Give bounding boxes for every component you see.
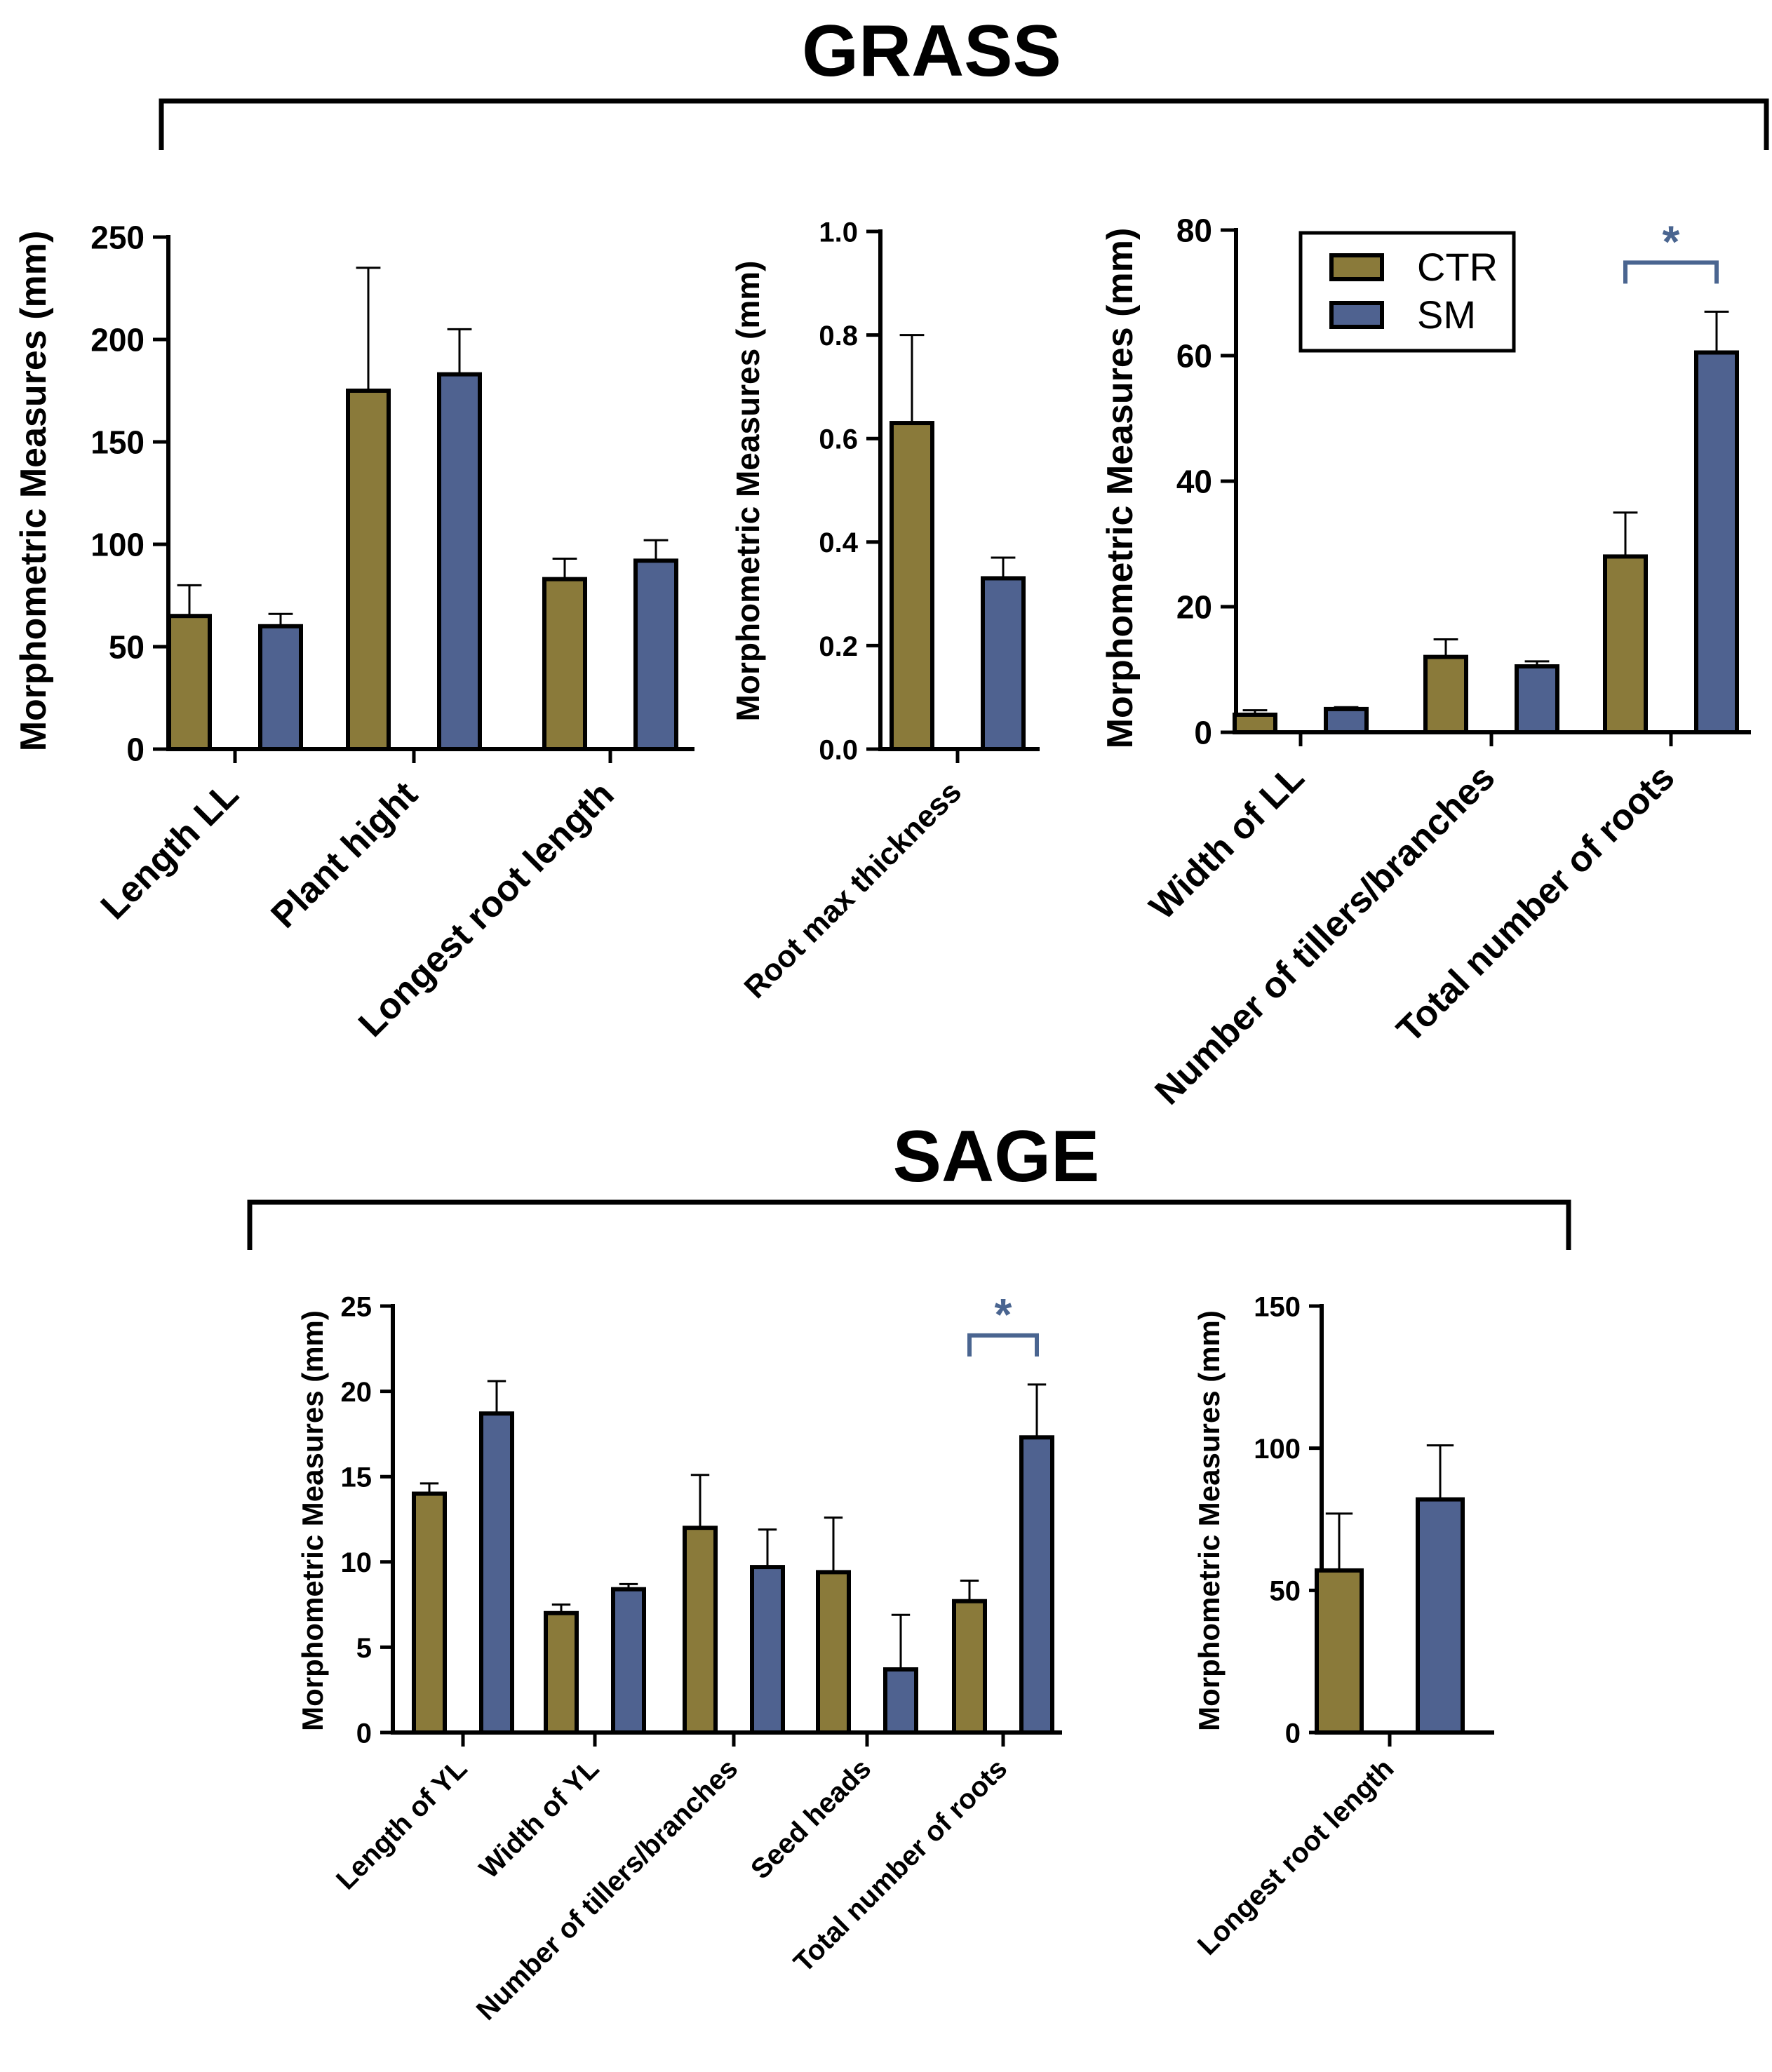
bar-ctr-longest-root-length [1315, 1568, 1364, 1735]
bar-sm-length-of-yl [479, 1411, 514, 1735]
significance-bracket [1623, 260, 1719, 284]
y-tick-label: 0 [356, 1718, 372, 1749]
x-category-label-width-of-ll: Width of LL [1142, 757, 1313, 927]
x-category-label-plant-hight: Plant hight [264, 774, 426, 936]
x-category-label-seed-heads: Seed heads [745, 1753, 877, 1885]
bar-sm-plant-hight [437, 372, 482, 751]
x-category-label-length-of-yl: Length of YL [330, 1753, 473, 1895]
y-tick-label: 0.8 [819, 321, 858, 351]
y-tick-label: 1.0 [819, 217, 858, 248]
grass-chart-root-thickness: 0.0 0.2 0.4 0.6 0.8 1.0 Morphometric Measures … [730, 217, 1040, 1005]
sage-section-title: SAGE [893, 1116, 1100, 1197]
legend: CTR SM [1298, 231, 1516, 353]
bar-sm-seed-heads [883, 1667, 918, 1735]
bar-sm-root-max-thickness [981, 576, 1026, 752]
bar-sm-width-of-ll [1324, 706, 1369, 735]
y-axis-title: Morphometric Measures (mm) [730, 261, 766, 722]
legend-swatch-sm [1329, 301, 1384, 329]
y-tick-label: 5 [356, 1633, 372, 1664]
bar-sm-length-ll [258, 624, 303, 751]
bar-sm-number-of-tillers-branches [1515, 664, 1559, 735]
y-tick-label: 250 [90, 220, 145, 256]
y-tick-label: 200 [90, 322, 145, 358]
y-tick-label: 25 [341, 1291, 372, 1322]
y-tick-label: 0 [1194, 715, 1212, 751]
y-tick-label: 0.4 [819, 527, 858, 558]
y-tick-label: 100 [1254, 1434, 1301, 1465]
legend-label-sm: SM [1417, 292, 1476, 337]
y-axis-title: Morphometric Measures (mm) [1193, 1310, 1226, 1731]
y-tick-label: 50 [109, 629, 145, 666]
y-tick-label: 80 [1176, 213, 1212, 249]
bar-ctr-longest-root-length [542, 577, 587, 752]
bar-ctr-root-max-thickness [890, 421, 934, 751]
bar-ctr-seed-heads [816, 1570, 851, 1735]
y-tick-label: 15 [341, 1462, 372, 1493]
bar-ctr-plant-hight [346, 389, 391, 751]
grass-section-title: GRASS [802, 11, 1061, 92]
y-tick-label: 60 [1176, 338, 1212, 375]
y-tick-label: 0 [1285, 1718, 1301, 1749]
y-tick-label: 150 [90, 424, 145, 461]
bar-ctr-number-of-tillers-branches [1423, 654, 1468, 734]
x-category-label-number-of-tillers-branches: Number of tillers/branches [1148, 757, 1503, 1112]
y-tick-label: 20 [1176, 589, 1212, 626]
bar-ctr-length-of-yl [412, 1491, 447, 1735]
bar-ctr-width-of-ll [1233, 712, 1277, 735]
bar-ctr-length-ll [167, 614, 212, 752]
x-category-label-number-of-tillers-branches: Number of tillers/branches [471, 1753, 744, 2026]
y-tick-label: 0.6 [819, 424, 858, 455]
y-tick-label: 40 [1176, 464, 1212, 500]
y-tick-label: 0 [126, 732, 145, 768]
bar-sm-longest-root-length [633, 558, 678, 751]
y-tick-label: 150 [1254, 1291, 1301, 1322]
sage-chart-longest-root: 0 50 100 150 Morphometric Measures (mm) Longe… [1192, 1291, 1494, 1961]
bar-sm-total-number-of-roots [1694, 350, 1739, 734]
y-tick-label: 100 [90, 527, 145, 563]
y-axis-title: Morphometric Measures (mm) [296, 1310, 329, 1731]
y-axis-title: Morphometric Measures (mm) [1100, 228, 1141, 749]
y-axis-title: Morphometric Measures (mm) [13, 231, 54, 752]
y-tick-label: 20 [341, 1377, 372, 1408]
bar-ctr-width-of-yl [544, 1610, 579, 1735]
sage-chart-leaf-tillers-seed-roots: 0 5 10 15 20 25 Morphometric Measures (mm)Leng… [296, 1289, 1062, 2026]
bar-sm-total-number-of-roots [1019, 1435, 1054, 1735]
bar-ctr-number-of-tillers-branches [683, 1526, 718, 1735]
legend-label-ctr: CTR [1417, 245, 1498, 289]
grass-chart-length-height-root: 0 50 100 150 200 250 Morphometric Measures (mm… [13, 220, 694, 1045]
bar-ctr-total-number-of-roots [1603, 554, 1648, 735]
y-tick-label: 0.2 [819, 631, 858, 662]
bar-sm-longest-root-length [1416, 1497, 1465, 1735]
x-category-label-width-of-yl: Width of YL [474, 1753, 605, 1884]
x-category-label-length-ll: Length LL [93, 774, 247, 927]
y-tick-label: 0.0 [819, 734, 858, 765]
bar-sm-width-of-yl [611, 1587, 646, 1735]
bar-ctr-total-number-of-roots [952, 1599, 987, 1735]
significance-star: * [995, 1289, 1012, 1340]
significance-star: * [1663, 216, 1680, 267]
legend-box [1298, 231, 1516, 353]
significance-bracket [967, 1333, 1039, 1357]
x-category-label-longest-root-length: Longest root length [1192, 1753, 1400, 1961]
bar-sm-number-of-tillers-branches [750, 1565, 785, 1735]
grass-section-bracket [159, 98, 1769, 150]
x-category-label-root-max-thickness: Root max thickness [737, 774, 968, 1005]
sage-section-bracket [247, 1199, 1571, 1250]
legend-swatch-ctr [1329, 253, 1384, 281]
y-tick-label: 50 [1270, 1576, 1301, 1607]
y-tick-label: 10 [341, 1547, 372, 1578]
